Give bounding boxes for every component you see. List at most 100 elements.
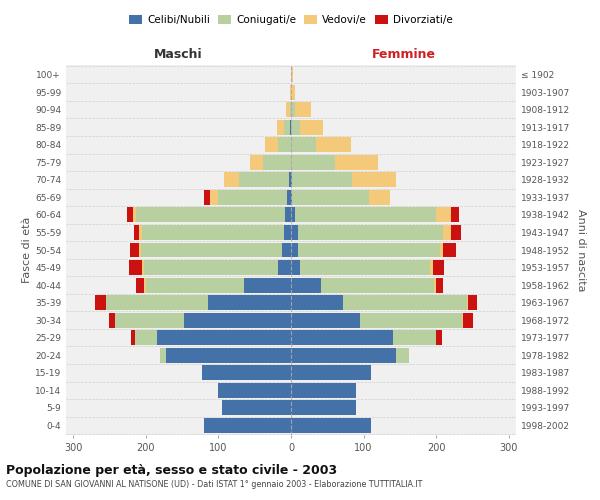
Bar	[291, 155, 335, 170]
Text: Maschi: Maschi	[154, 48, 203, 60]
Bar	[291, 84, 295, 100]
Bar	[136, 208, 285, 222]
Bar	[300, 260, 430, 275]
Bar	[278, 260, 291, 275]
Bar	[443, 242, 457, 258]
Bar	[239, 172, 289, 188]
Bar	[135, 330, 157, 345]
Bar	[291, 312, 360, 328]
Bar	[284, 225, 291, 240]
Bar	[145, 278, 146, 292]
Bar	[433, 260, 444, 275]
Bar	[133, 208, 136, 222]
Bar	[292, 172, 352, 188]
Bar	[461, 312, 463, 328]
Y-axis label: Anni di nascita: Anni di nascita	[575, 209, 586, 291]
Bar	[127, 208, 133, 222]
Bar	[202, 366, 291, 380]
Bar	[133, 225, 139, 240]
Bar	[282, 242, 291, 258]
Text: Femmine: Femmine	[371, 48, 436, 60]
Text: Popolazione per età, sesso e stato civile - 2003: Popolazione per età, sesso e stato civil…	[6, 464, 337, 477]
Bar	[291, 295, 343, 310]
Bar	[106, 295, 208, 310]
Bar	[244, 278, 291, 292]
Bar	[131, 330, 135, 345]
Bar	[130, 242, 139, 258]
Bar	[291, 418, 371, 433]
Bar	[285, 208, 291, 222]
Bar	[277, 120, 284, 134]
Bar	[129, 260, 142, 275]
Bar	[396, 348, 409, 362]
Bar	[298, 225, 443, 240]
Bar	[322, 278, 434, 292]
Bar	[443, 225, 451, 240]
Bar	[141, 242, 282, 258]
Bar	[204, 190, 210, 205]
Bar	[463, 312, 473, 328]
Bar	[115, 312, 184, 328]
Bar	[467, 295, 468, 310]
Y-axis label: Fasce di età: Fasce di età	[22, 217, 32, 283]
Bar	[360, 312, 461, 328]
Bar	[295, 208, 436, 222]
Bar	[160, 348, 166, 362]
Bar	[434, 278, 436, 292]
Bar	[291, 172, 292, 188]
Bar	[184, 312, 291, 328]
Bar	[295, 102, 311, 117]
Bar	[146, 278, 244, 292]
Bar	[291, 138, 316, 152]
Bar	[436, 330, 442, 345]
Bar	[430, 260, 433, 275]
Bar	[291, 225, 298, 240]
Bar	[368, 190, 391, 205]
Bar	[440, 242, 443, 258]
Bar	[142, 225, 284, 240]
Bar	[343, 295, 467, 310]
Bar	[291, 260, 300, 275]
Bar	[335, 155, 378, 170]
Legend: Celibi/Nubili, Coniugati/e, Vedovi/e, Divorziati/e: Celibi/Nubili, Coniugati/e, Vedovi/e, Di…	[125, 11, 457, 30]
Bar	[291, 400, 356, 415]
Bar	[204, 418, 291, 433]
Bar	[223, 172, 239, 188]
Bar	[265, 138, 278, 152]
Bar	[286, 102, 290, 117]
Bar	[290, 120, 291, 134]
Bar	[289, 172, 291, 188]
Bar	[352, 172, 395, 188]
Bar	[436, 208, 451, 222]
Bar	[468, 295, 477, 310]
Bar	[290, 102, 291, 117]
Bar	[291, 330, 392, 345]
Bar	[316, 138, 351, 152]
Bar	[287, 190, 291, 205]
Bar	[291, 190, 292, 205]
Bar	[291, 278, 322, 292]
Bar	[218, 190, 287, 205]
Bar	[210, 190, 218, 205]
Bar	[300, 120, 323, 134]
Bar	[136, 278, 145, 292]
Bar	[109, 312, 115, 328]
Bar	[218, 383, 291, 398]
Bar	[451, 208, 460, 222]
Bar	[291, 208, 295, 222]
Bar	[142, 260, 143, 275]
Text: COMUNE DI SAN GIOVANNI AL NATISONE (UD) - Dati ISTAT 1° gennaio 2003 - Elaborazi: COMUNE DI SAN GIOVANNI AL NATISONE (UD) …	[6, 480, 422, 489]
Bar	[291, 242, 298, 258]
Bar	[292, 190, 368, 205]
Bar	[139, 242, 141, 258]
Bar	[284, 120, 290, 134]
Bar	[157, 330, 291, 345]
Bar	[166, 348, 291, 362]
Bar	[291, 102, 295, 117]
Bar	[298, 242, 440, 258]
Bar	[291, 383, 356, 398]
Bar	[291, 348, 396, 362]
Bar	[291, 366, 371, 380]
Bar	[436, 278, 443, 292]
Bar	[95, 295, 106, 310]
